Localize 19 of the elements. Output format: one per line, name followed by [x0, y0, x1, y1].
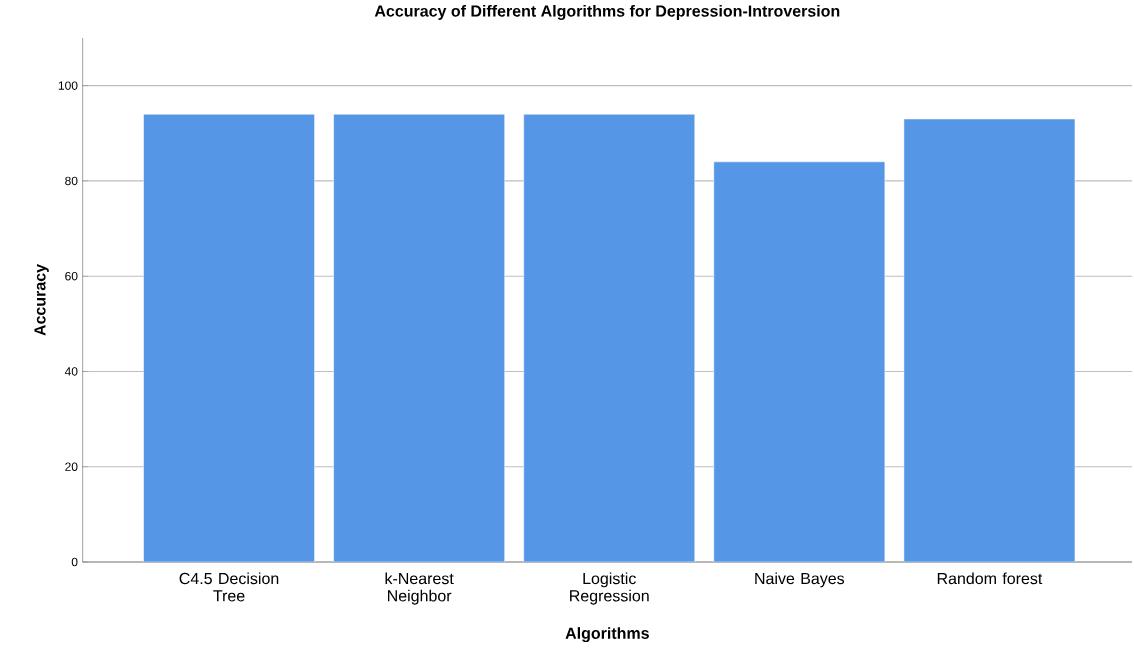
- x-axis-title: Algorithms: [565, 627, 649, 643]
- x-tick-label: k-Nearest Neighbor: [385, 572, 454, 605]
- bar: [143, 113, 315, 562]
- y-tick-label: 40: [64, 367, 78, 376]
- chart-title: Accuracy of Different Algorithms for Depression-Introversion: [374, 4, 840, 20]
- y-tick-label: 0: [71, 557, 78, 567]
- x-tick-label: C4.5 Decision Tree: [179, 572, 279, 602]
- x-tick-label: Random forest: [937, 572, 1043, 585]
- x-tick-label: Naive Bayes: [755, 572, 845, 588]
- y-axis-title: Accuracy: [34, 264, 49, 336]
- bar: [333, 113, 505, 562]
- bar: [713, 161, 886, 562]
- y-tick-label: 20: [65, 462, 78, 471]
- y-tick-label: 60: [65, 271, 78, 281]
- bar: [523, 113, 696, 562]
- bar: [903, 118, 1076, 562]
- y-tick-label: 100: [58, 81, 78, 90]
- x-tick-label: Logistic Regression: [570, 572, 649, 605]
- y-tick-label: 80: [65, 176, 78, 186]
